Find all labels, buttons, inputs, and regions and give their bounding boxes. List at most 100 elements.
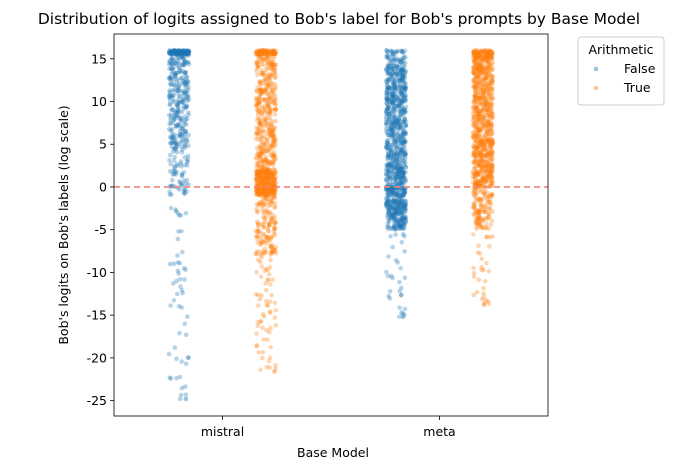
data-point-true-mistral (255, 112, 261, 118)
data-point-false-meta (396, 115, 401, 121)
data-point-false-meta (402, 80, 407, 86)
data-point-false-meta (388, 211, 393, 217)
data-point-true-mistral (254, 125, 259, 131)
data-point-true-mistral (269, 145, 274, 150)
data-point-false-mistral (173, 124, 179, 129)
data-point-true-mistral (265, 235, 271, 240)
data-point-false-meta (387, 175, 393, 180)
data-point-true-mistral (272, 139, 277, 144)
data-point-false-meta (395, 204, 401, 210)
data-point-true-mistral (266, 63, 272, 69)
data-point-true-mistral (259, 67, 265, 73)
data-point-true-meta (477, 51, 483, 56)
data-point-true-mistral (270, 133, 275, 138)
data-point-true-meta (487, 114, 493, 120)
data-point-false-meta (398, 221, 404, 226)
data-point-true-mistral (256, 126, 261, 131)
data-point-true-mistral (272, 189, 277, 194)
data-point-false-meta (395, 136, 400, 141)
data-point-false-meta (389, 201, 394, 206)
data-point-false-mistral (173, 51, 178, 57)
data-point-false-meta (386, 89, 392, 95)
data-point-true-mistral (255, 116, 261, 121)
data-point-true-mistral (267, 189, 273, 194)
data-point-false-meta (400, 161, 406, 166)
data-point-true-mistral (255, 192, 260, 198)
data-point-true-mistral (258, 174, 264, 180)
data-point-true-meta (486, 268, 492, 274)
data-point-false-meta (383, 67, 389, 73)
data-point-false-meta (391, 217, 397, 222)
data-point-true-mistral (257, 297, 263, 302)
data-point-false-mistral (180, 126, 185, 131)
data-point-false-meta (400, 170, 406, 175)
data-point-false-meta (388, 97, 394, 103)
data-point-false-meta (396, 211, 402, 217)
data-point-false-mistral (170, 168, 176, 174)
data-point-true-mistral (262, 193, 268, 198)
data-point-false-mistral (174, 77, 179, 82)
data-point-false-meta (385, 118, 391, 123)
data-point-false-meta (394, 177, 400, 183)
data-point-true-mistral (272, 204, 278, 209)
data-point-false-mistral (175, 88, 180, 94)
data-point-false-meta (400, 218, 406, 224)
data-point-true-mistral (256, 51, 262, 57)
data-point-false-meta (401, 74, 406, 80)
data-point-false-meta (396, 86, 402, 91)
data-point-false-mistral (171, 98, 177, 104)
data-point-false-meta (402, 190, 408, 196)
data-point-true-mistral (262, 115, 267, 120)
data-point-false-meta (390, 128, 396, 134)
data-point-false-meta (401, 225, 407, 231)
data-point-true-mistral (266, 190, 271, 196)
data-point-false-meta (390, 182, 395, 188)
data-point-false-meta (402, 177, 408, 183)
data-point-false-mistral (173, 73, 178, 79)
data-point-false-meta (390, 97, 396, 103)
data-point-true-mistral (270, 140, 276, 145)
data-point-true-mistral (269, 67, 275, 72)
data-point-true-mistral (260, 190, 265, 196)
data-point-false-meta (386, 145, 392, 150)
data-point-false-meta (389, 158, 395, 164)
data-point-true-mistral (262, 57, 267, 63)
data-point-false-mistral (180, 129, 185, 135)
data-point-true-meta (475, 51, 480, 56)
data-point-false-meta (391, 179, 396, 184)
data-point-false-meta (402, 153, 408, 159)
data-point-false-meta (393, 146, 398, 152)
data-point-true-mistral (268, 190, 274, 196)
data-point-true-mistral (255, 189, 260, 195)
data-point-false-meta (384, 196, 390, 202)
data-point-true-meta (474, 52, 480, 57)
data-point-false-mistral (170, 177, 175, 183)
data-point-false-meta (386, 70, 392, 75)
data-point-false-meta (387, 188, 392, 194)
data-point-true-meta (485, 52, 491, 58)
data-point-true-mistral (256, 108, 262, 113)
data-point-false-meta (400, 130, 406, 135)
data-point-false-mistral (183, 49, 189, 55)
data-point-false-mistral (177, 51, 182, 56)
data-point-true-mistral (256, 163, 262, 168)
data-point-true-mistral (258, 180, 263, 185)
data-point-true-mistral (255, 236, 260, 241)
data-point-true-mistral (259, 151, 265, 156)
data-point-false-meta (384, 202, 389, 207)
data-point-false-meta (386, 208, 392, 213)
data-point-false-meta (391, 215, 397, 221)
data-point-true-mistral (264, 167, 270, 173)
data-point-false-meta (393, 165, 398, 170)
data-point-false-mistral (185, 60, 190, 65)
data-point-true-mistral (254, 95, 259, 101)
data-point-true-mistral (259, 164, 265, 170)
data-point-true-mistral (260, 150, 265, 155)
data-point-true-mistral (256, 134, 261, 139)
data-point-true-mistral (253, 176, 259, 182)
data-point-true-mistral (272, 70, 278, 76)
data-point-false-meta (397, 207, 403, 212)
data-point-false-meta (397, 217, 402, 223)
data-point-false-mistral (170, 66, 175, 71)
